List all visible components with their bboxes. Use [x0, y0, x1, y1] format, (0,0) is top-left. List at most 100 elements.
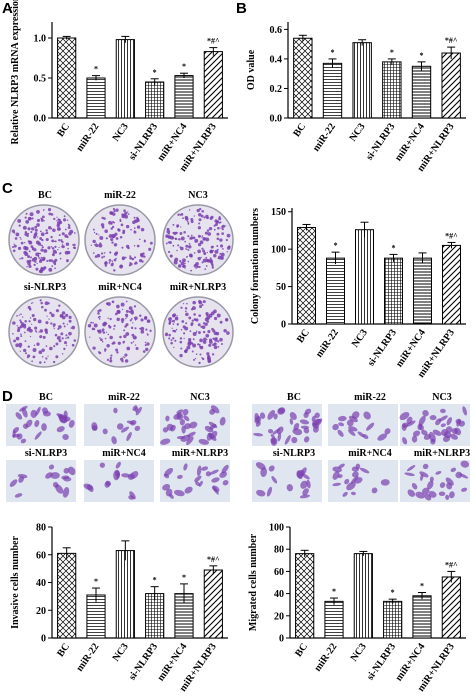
bar	[295, 553, 315, 639]
significance-label: *	[331, 48, 335, 57]
x-tick-label: NC3	[111, 641, 131, 663]
significance-label: *	[94, 65, 98, 74]
bar	[297, 226, 316, 325]
bar	[352, 42, 372, 119]
inv-label-si-nlrp3: si-NLRP3	[24, 448, 68, 459]
colony-dish	[8, 296, 80, 368]
panel-label-b: B	[236, 0, 247, 17]
dish-label-nc3: NC3	[188, 190, 208, 201]
y-axis-label: OD value	[246, 49, 257, 90]
y-tick-label: 100	[271, 245, 286, 256]
x-tick-label: NC3	[349, 641, 369, 663]
x-tick-label: BC	[295, 327, 312, 345]
significance-label: *	[392, 243, 396, 252]
colony-dish-grid: BC miR-22 NC3 si-NLRP3 miR+NC4 miR+NLRP3	[0, 186, 240, 386]
significance-label: *	[182, 573, 186, 582]
significance-label: *	[332, 587, 336, 596]
significance-label: *#^	[207, 555, 220, 564]
dish-label-mir22: miR-22	[104, 190, 136, 201]
dish-label-bc: BC	[38, 190, 52, 201]
y-tick-label: 0.0	[34, 114, 47, 125]
significance-label: *	[420, 581, 424, 590]
bar	[115, 550, 135, 639]
bar	[203, 51, 223, 119]
bar	[442, 244, 461, 325]
bar	[441, 52, 461, 119]
inv-label-mir-nlrp3: miR+NLRP3	[171, 448, 229, 459]
transwell-image	[328, 460, 398, 502]
y-tick-label: 0.0	[270, 114, 283, 125]
dish-images	[8, 204, 234, 368]
bar	[441, 576, 461, 639]
chart-d-invasive: 0 20 40 60 80 Invasive cells number BC * miR-22 N…	[10, 523, 228, 694]
chart-c: 0 50 100 150 Colony formation numbers BC * miR-…	[250, 207, 466, 380]
transwell-image	[84, 404, 154, 446]
y-tick-label: 0.4	[270, 54, 283, 65]
bar	[203, 569, 223, 639]
bar	[145, 81, 165, 119]
y-axis-label: Invasive cells number	[10, 536, 21, 629]
bar	[86, 77, 106, 119]
mig-label-si-nlrp3: si-NLRP3	[272, 448, 316, 459]
transwell-image	[6, 460, 76, 502]
chart-a: 0.0 0.5 1.0 Relative NLRP3 mRNA expression B…	[10, 0, 228, 174]
bar	[57, 37, 77, 119]
y-axis-label: Colony formation numbers	[250, 208, 261, 324]
mig-label-mir22: miR-22	[354, 392, 386, 403]
bar	[322, 62, 343, 119]
transwell-image	[399, 404, 470, 446]
migration-images	[252, 404, 470, 502]
invasion-photo-grid: BC miR-22 NC3 si-NLRP3 miR+NC4 miR+NLRP3	[0, 392, 236, 504]
mig-label-mir-nc4: miR+NC4	[348, 448, 392, 459]
inv-label-bc: BC	[39, 392, 53, 403]
transwell-image	[160, 404, 230, 446]
bar	[412, 595, 432, 639]
x-tick-label: miR-22	[312, 641, 339, 673]
inv-label-mir22: miR-22	[108, 392, 140, 403]
panel-label-d: D	[2, 388, 13, 405]
y-tick-label: 20	[36, 606, 46, 617]
transwell-image	[400, 460, 470, 502]
y-tick-label: 1.0	[34, 34, 47, 45]
x-tick-label: NC3	[347, 121, 367, 143]
x-tick-label: NC3	[111, 121, 131, 143]
significance-label: *#^	[445, 36, 458, 45]
bar	[326, 257, 345, 325]
y-tick-label: 60	[274, 567, 284, 578]
y-tick-label: 0.2	[270, 84, 283, 95]
significance-label: *	[334, 241, 338, 250]
significance-label: *	[420, 51, 424, 60]
significance-label: *#^	[445, 231, 458, 240]
y-tick-label: 20	[274, 611, 284, 622]
significance-label: *#^	[445, 560, 458, 569]
x-tick-label: miR-22	[74, 121, 101, 153]
bar	[383, 600, 403, 639]
colony-dish	[84, 204, 156, 276]
y-tick-label: 0.5	[34, 74, 47, 85]
colony-dish	[8, 204, 80, 276]
colony-dish	[162, 296, 234, 368]
dish-label-si-nlrp3: si-NLRP3	[23, 282, 67, 293]
y-tick-label: 0.6	[270, 25, 283, 36]
bar	[57, 552, 77, 639]
dish-label-mir-nlrp3: miR+NLRP3	[169, 282, 227, 293]
panel-label-a: A	[2, 0, 13, 17]
y-tick-label: 40	[36, 578, 46, 589]
x-tick-label: BC	[55, 641, 72, 659]
bar	[382, 61, 402, 119]
mig-label-mir-nlrp3: miR+NLRP3	[413, 448, 471, 459]
significance-label: *#^	[207, 37, 220, 46]
bar	[353, 553, 373, 639]
x-tick-label: si-NLRP3	[364, 121, 397, 162]
y-tick-label: 40	[274, 589, 284, 600]
migration-photo-grid: BC miR-22 NC3 si-NLRP3 miR+NC4 miR+NLRP3	[240, 392, 474, 504]
bar	[115, 39, 135, 119]
panel-label-c: C	[2, 180, 13, 197]
significance-label: *	[153, 576, 157, 585]
x-tick-label: miR-22	[311, 121, 338, 153]
x-tick-label: BC	[293, 641, 310, 659]
y-tick-label: 0	[41, 634, 46, 645]
invasion-images	[6, 404, 230, 502]
y-tick-label: 50	[276, 282, 286, 293]
bar	[411, 65, 432, 119]
